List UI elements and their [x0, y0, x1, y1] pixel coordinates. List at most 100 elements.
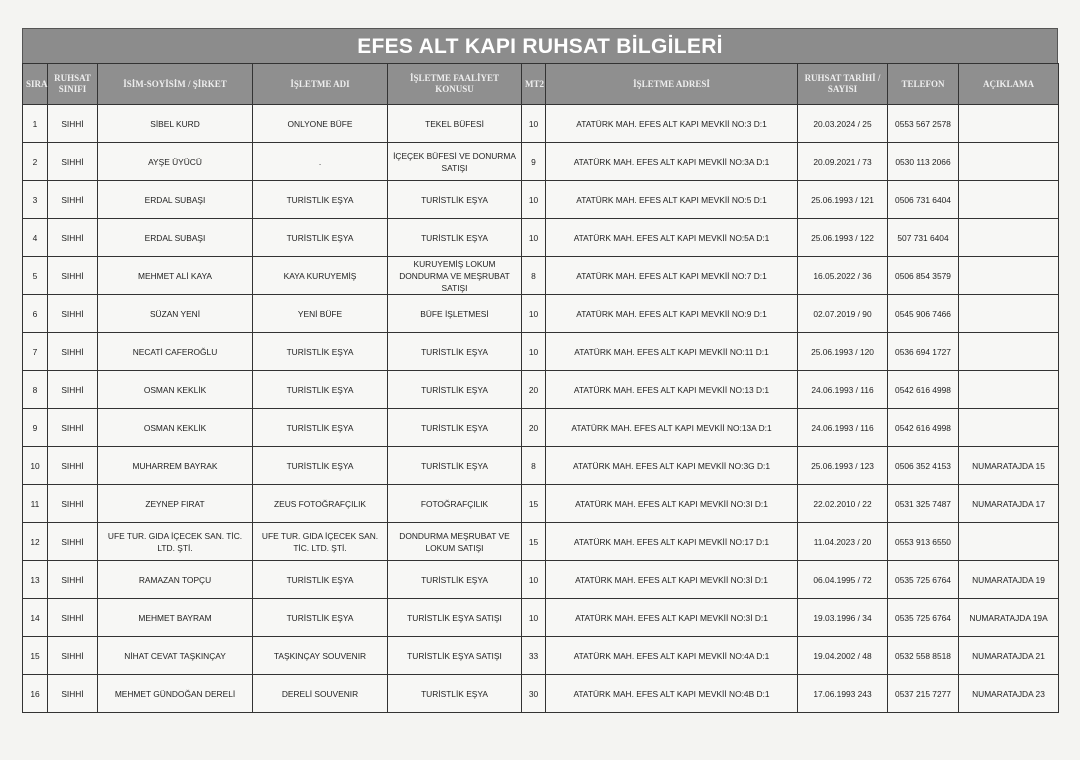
cell-telefon: 0530 113 2066	[887, 142, 959, 181]
cell-faaliyet-konusu: TURİSTLİK EŞYA SATIŞI	[387, 636, 522, 675]
cell-mt2: 10	[521, 598, 546, 637]
cell-ruhsat-sinifi: SIHHİ	[47, 446, 98, 485]
table-row: 4 SIHHİ ERDAL SUBAŞI TURİSTLİK EŞYA TURİSTLİ…	[22, 218, 1059, 257]
table-row: 3 SIHHİ ERDAL SUBAŞI TURİSTLİK EŞYA TURİSTLİ…	[22, 180, 1059, 219]
table-row: 6 SIHHİ SÜZAN YENİ YENİ BÜFE BÜFE İŞLETMESİ 1…	[22, 294, 1059, 333]
cell-isletme-adresi: ATATÜRK MAH. EFES ALT KAPI MEVKİİ NO:13A…	[545, 408, 798, 447]
cell-aciklama	[958, 332, 1059, 371]
cell-faaliyet-konusu: TEKEL BÜFESİ	[387, 104, 522, 143]
column-header-mt2: MT2	[521, 63, 546, 105]
cell-isletme-adi: TURİSTLİK EŞYA	[252, 446, 388, 485]
cell-sira: 10	[22, 446, 48, 485]
cell-isletme-adresi: ATATÜRK MAH. EFES ALT KAPI MEVKİİ NO:3 D…	[545, 104, 798, 143]
cell-ruhsat-sinifi: SIHHİ	[47, 674, 98, 713]
cell-ruhsat-sinifi: SIHHİ	[47, 104, 98, 143]
cell-ruhsat-sinifi: SIHHİ	[47, 408, 98, 447]
cell-mt2: 9	[521, 142, 546, 181]
cell-aciklama: NUMARATAJDA 23	[958, 674, 1059, 713]
cell-sira: 6	[22, 294, 48, 333]
cell-faaliyet-konusu: TURİSTLİK EŞYA	[387, 560, 522, 599]
cell-faaliyet-konusu: TURİSTLİK EŞYA	[387, 408, 522, 447]
cell-ruhsat-tarihi: 24.06.1993 / 116	[797, 370, 888, 409]
table-row: 8 SIHHİ OSMAN KEKLİK TURİSTLİK EŞYA TURİSTLİ…	[22, 370, 1059, 409]
table-row: 2 SIHHİ AYŞE ÜYÜCÜ. İÇEÇEK BÜFESİ VE DONURM…	[22, 142, 1059, 181]
cell-aciklama: NUMARATAJDA 15	[958, 446, 1059, 485]
cell-isletme-adresi: ATATÜRK MAH. EFES ALT KAPI MEVKİİ NO:13 …	[545, 370, 798, 409]
cell-aciklama: NUMARATAJDA 19	[958, 560, 1059, 599]
cell-sira: 2	[22, 142, 48, 181]
cell-telefon: 0542 616 4998	[887, 370, 959, 409]
cell-ruhsat-tarihi: 22.02.2010 / 22	[797, 484, 888, 523]
cell-mt2: 15	[521, 522, 546, 561]
cell-isim-soyisim: RAMAZAN TOPÇU	[97, 560, 253, 599]
cell-mt2: 20	[521, 408, 546, 447]
column-header-isim-soyisim: İSİM-SOYİSİM / ŞİRKET	[97, 63, 253, 105]
cell-isim-soyisim: SİBEL KURD	[97, 104, 253, 143]
cell-faaliyet-konusu: KURUYEMİŞ LOKUM DONDURMA VE MEŞRUBAT SAT…	[387, 256, 522, 295]
cell-isletme-adi: TURİSTLİK EŞYA	[252, 180, 388, 219]
cell-ruhsat-tarihi: 20.09.2021 / 73	[797, 142, 888, 181]
cell-mt2: 10	[521, 560, 546, 599]
cell-isletme-adi: TURİSTLİK EŞYA	[252, 370, 388, 409]
cell-mt2: 30	[521, 674, 546, 713]
cell-isletme-adresi: ATATÜRK MAH. EFES ALT KAPI MEVKİİ NO:9 D…	[545, 294, 798, 333]
header-row: SIRA RUHSAT SINIFI İSİM-SOYİSİM / ŞİRKET İŞ…	[22, 63, 1059, 105]
cell-aciklama	[958, 408, 1059, 447]
cell-mt2: 10	[521, 180, 546, 219]
cell-isim-soyisim: ZEYNEP FIRAT	[97, 484, 253, 523]
cell-sira: 8	[22, 370, 48, 409]
table-row: 5 SIHHİ MEHMET ALİ KAYA KAYA KURUYEMİŞ KURUY…	[22, 256, 1059, 295]
cell-mt2: 33	[521, 636, 546, 675]
license-sheet: EFES ALT KAPI RUHSAT BİLGİLERİ SIRA RUHSA…	[22, 28, 1059, 713]
cell-aciklama	[958, 294, 1059, 333]
cell-faaliyet-konusu: İÇEÇEK BÜFESİ VE DONURMA SATIŞI	[387, 142, 522, 181]
cell-isletme-adresi: ATATÜRK MAH. EFES ALT KAPI MEVKİİ NO:7 D…	[545, 256, 798, 295]
cell-sira: 7	[22, 332, 48, 371]
cell-faaliyet-konusu: TURİSTLİK EŞYA	[387, 218, 522, 257]
cell-isletme-adresi: ATATÜRK MAH. EFES ALT KAPI MEVKİİ NO:3I …	[545, 484, 798, 523]
cell-aciklama	[958, 370, 1059, 409]
cell-ruhsat-sinifi: SIHHİ	[47, 180, 98, 219]
cell-ruhsat-sinifi: SIHHİ	[47, 598, 98, 637]
cell-isim-soyisim: ERDAL SUBAŞI	[97, 218, 253, 257]
table-body: 1 SIHHİ SİBEL KURD ONLYONE BÜFE TEKEL BÜFESİ…	[22, 104, 1059, 713]
cell-aciklama	[958, 256, 1059, 295]
cell-ruhsat-tarihi: 25.06.1993 / 120	[797, 332, 888, 371]
cell-ruhsat-tarihi: 06.04.1995 / 72	[797, 560, 888, 599]
cell-telefon: 0553 913 6550	[887, 522, 959, 561]
cell-telefon: 507 731 6404	[887, 218, 959, 257]
cell-mt2: 10	[521, 218, 546, 257]
table-row: 1 SIHHİ SİBEL KURD ONLYONE BÜFE TEKEL BÜFESİ…	[22, 104, 1059, 143]
cell-isletme-adi: TURİSTLİK EŞYA	[252, 408, 388, 447]
cell-isim-soyisim: OSMAN KEKLİK	[97, 370, 253, 409]
cell-sira: 9	[22, 408, 48, 447]
cell-mt2: 10	[521, 332, 546, 371]
cell-aciklama	[958, 218, 1059, 257]
cell-sira: 3	[22, 180, 48, 219]
cell-isletme-adresi: ATATÜRK MAH. EFES ALT KAPI MEVKİİ NO:4A …	[545, 636, 798, 675]
cell-ruhsat-sinifi: SIHHİ	[47, 522, 98, 561]
cell-isletme-adi: ONLYONE BÜFE	[252, 104, 388, 143]
cell-ruhsat-tarihi: 02.07.2019 / 90	[797, 294, 888, 333]
table-row: 16 SIHHİ MEHMET GÜNDOĞAN DERELİ DERELİ SOUV…	[22, 674, 1059, 713]
cell-isletme-adi: .	[252, 142, 388, 181]
cell-telefon: 0531 325 7487	[887, 484, 959, 523]
cell-aciklama	[958, 104, 1059, 143]
cell-ruhsat-tarihi: 16.05.2022 / 36	[797, 256, 888, 295]
cell-telefon: 0536 694 1727	[887, 332, 959, 371]
cell-aciklama: NUMARATAJDA 19A	[958, 598, 1059, 637]
cell-telefon: 0542 616 4998	[887, 408, 959, 447]
cell-isletme-adi: TURİSTLİK EŞYA	[252, 218, 388, 257]
cell-sira: 15	[22, 636, 48, 675]
cell-sira: 11	[22, 484, 48, 523]
cell-isim-soyisim: ERDAL SUBAŞI	[97, 180, 253, 219]
cell-aciklama: NUMARATAJDA 17	[958, 484, 1059, 523]
cell-ruhsat-tarihi: 25.06.1993 / 123	[797, 446, 888, 485]
cell-aciklama	[958, 180, 1059, 219]
cell-isim-soyisim: OSMAN KEKLİK	[97, 408, 253, 447]
column-header-ruhsat-sinifi: RUHSAT SINIFI	[47, 63, 98, 105]
cell-isletme-adresi: ATATÜRK MAH. EFES ALT KAPI MEVKİİ NO:3İ …	[545, 560, 798, 599]
cell-isletme-adi: YENİ BÜFE	[252, 294, 388, 333]
cell-faaliyet-konusu: TURİSTLİK EŞYA	[387, 446, 522, 485]
cell-mt2: 8	[521, 446, 546, 485]
